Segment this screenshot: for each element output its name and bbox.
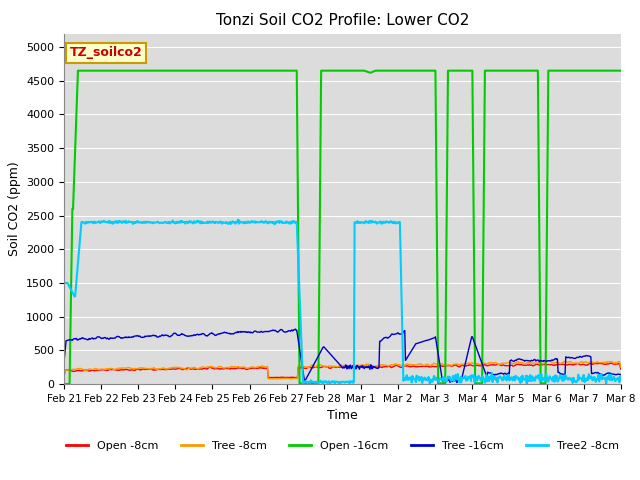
X-axis label: Time: Time [327,409,358,422]
Text: TZ_soilco2: TZ_soilco2 [70,47,142,60]
Legend: Open -8cm, Tree -8cm, Open -16cm, Tree -16cm, Tree2 -8cm: Open -8cm, Tree -8cm, Open -16cm, Tree -… [61,437,623,456]
Title: Tonzi Soil CO2 Profile: Lower CO2: Tonzi Soil CO2 Profile: Lower CO2 [216,13,469,28]
Y-axis label: Soil CO2 (ppm): Soil CO2 (ppm) [8,161,20,256]
